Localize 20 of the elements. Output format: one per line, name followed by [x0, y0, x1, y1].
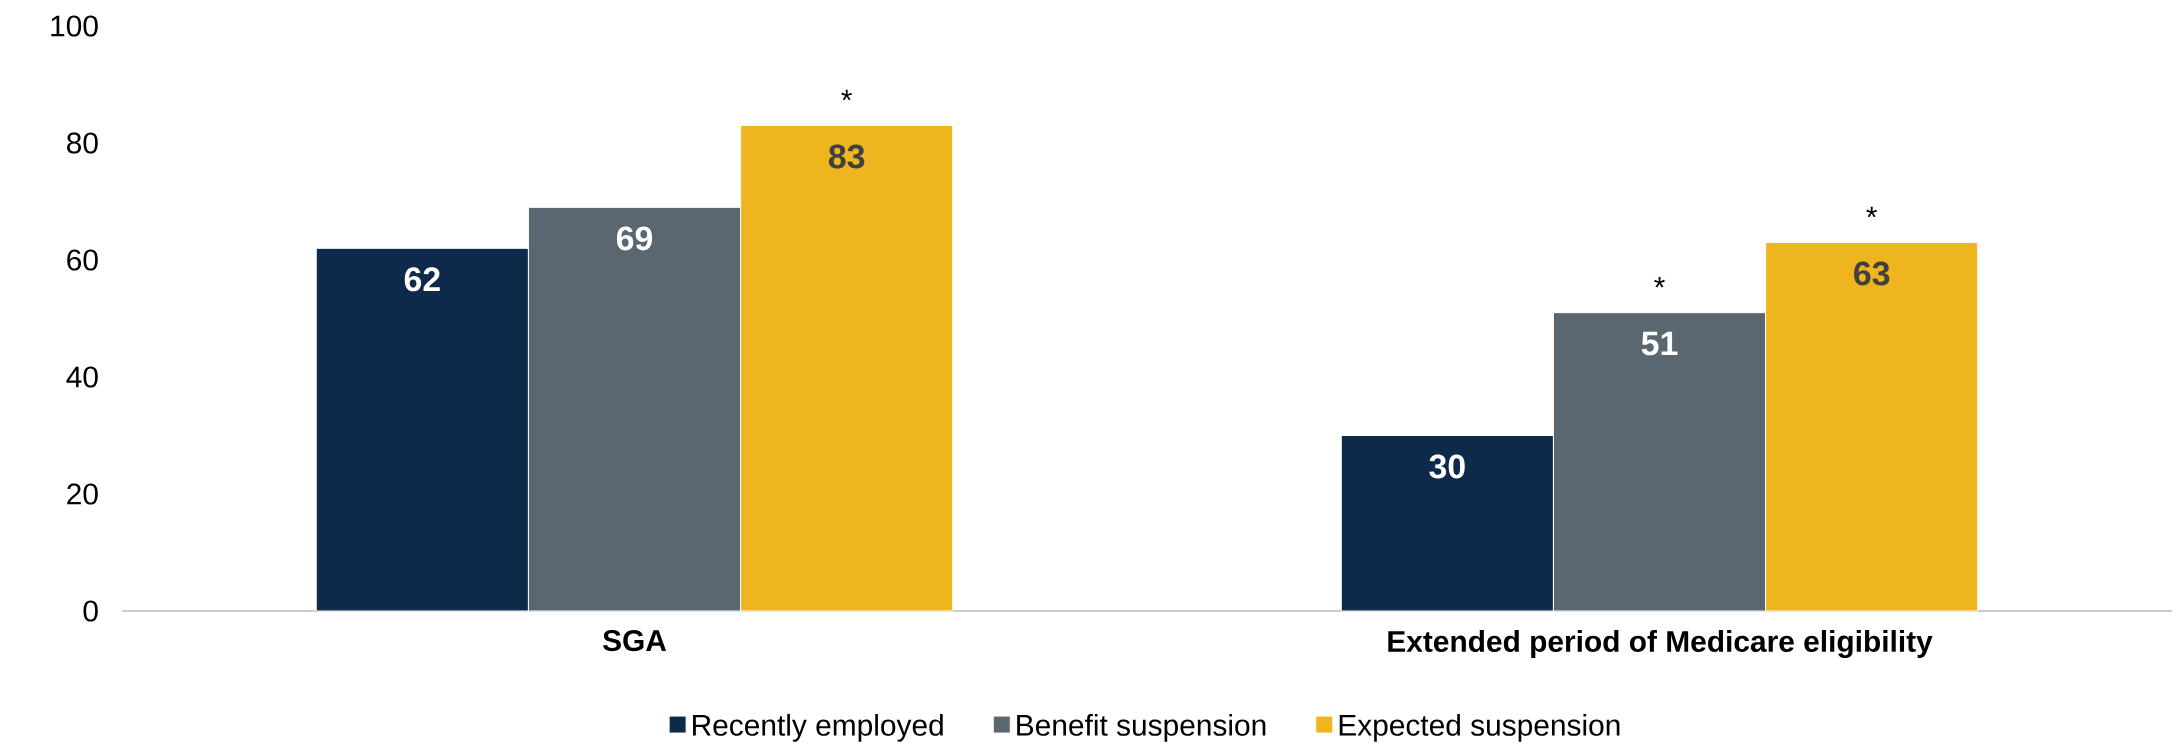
y-tick-label: 40 — [66, 366, 98, 388]
data-label: 63 — [1854, 261, 1890, 286]
annotation: * — [1654, 277, 1665, 288]
y-tick-label: 80 — [67, 132, 98, 154]
y-tick-label: 100 — [51, 15, 98, 37]
data-label: 51 — [1641, 331, 1678, 356]
legend-label: Recently employed — [693, 713, 943, 742]
data-label: 69 — [616, 226, 653, 251]
y-tick-label: 20 — [67, 483, 98, 505]
legend-label: Benefit suspension — [1017, 713, 1266, 742]
y-tick-label: 60 — [67, 249, 98, 271]
y-tick-label: 0 — [83, 600, 98, 622]
data-label: 83 — [828, 144, 865, 169]
x-tick-label: Extended period of Medicare eligibility — [1388, 630, 1933, 659]
data-label: 30 — [1429, 454, 1465, 479]
annotation: * — [1866, 206, 1878, 218]
data-label: 62 — [404, 267, 440, 292]
annotation: * — [841, 89, 853, 101]
legend-label: Expected suspension — [1339, 713, 1620, 742]
x-tick-label: SGA — [603, 630, 667, 652]
